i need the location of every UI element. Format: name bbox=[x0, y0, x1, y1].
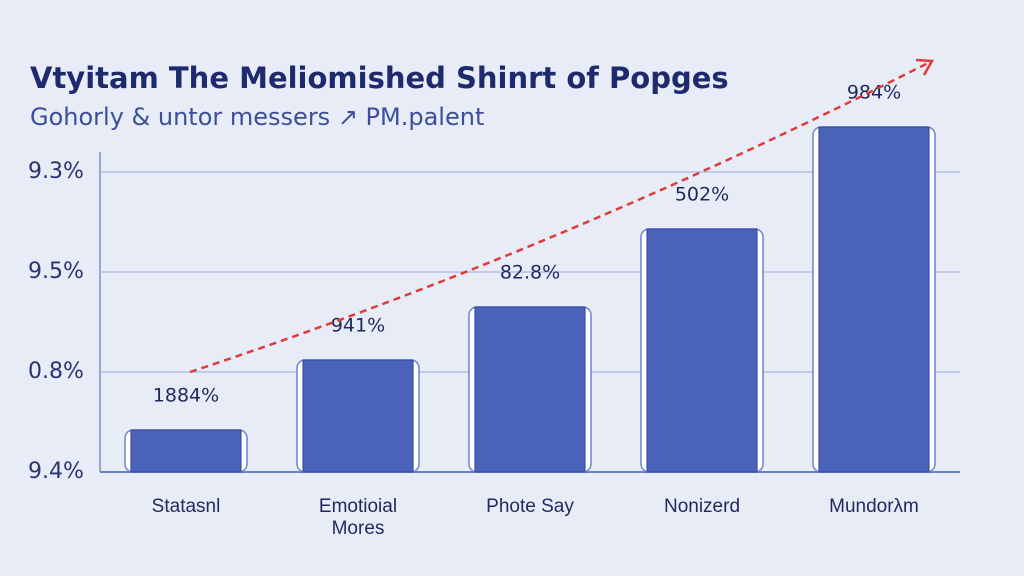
bar bbox=[130, 429, 242, 473]
x-tick-label: Emotioial Mores bbox=[318, 496, 398, 539]
bar bbox=[818, 126, 930, 473]
bar bbox=[646, 228, 758, 473]
bar bbox=[474, 306, 586, 473]
chart-title: Vtyitam The Meliomished Shinrt of Popges bbox=[30, 61, 729, 95]
y-tick-label: 0.8% bbox=[28, 359, 84, 384]
bars: 1884% 941% 82.8% 502% 984% bbox=[124, 82, 936, 473]
x-tick-label: Nonizerd bbox=[663, 496, 741, 517]
bar bbox=[302, 359, 414, 473]
data-label: 82.8% bbox=[500, 262, 560, 284]
chart-subtitle: Gohorly & untor messers ↗ PM.palent bbox=[30, 103, 484, 131]
data-label: 1884% bbox=[153, 385, 219, 407]
data-label: 941% bbox=[331, 315, 385, 337]
x-tick-label: Phote Say bbox=[486, 496, 574, 517]
y-tick-label: 9.4% bbox=[28, 459, 84, 484]
trend-arrow bbox=[189, 60, 931, 374]
y-tick-label: 9.5% bbox=[28, 259, 84, 284]
x-tick-label: Mundorλm bbox=[829, 496, 919, 517]
data-label: 984% bbox=[847, 82, 901, 104]
x-tick-label: Statasnl bbox=[151, 496, 221, 517]
y-tick-label: 9.3% bbox=[28, 159, 84, 184]
data-label: 502% bbox=[675, 184, 729, 206]
arrow-head bbox=[915, 58, 935, 76]
